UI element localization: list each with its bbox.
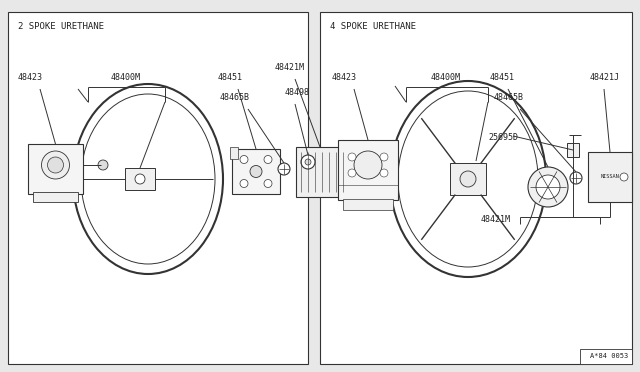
- Bar: [450, 163, 486, 195]
- Circle shape: [380, 169, 388, 177]
- Bar: [33, 192, 78, 202]
- Text: 48423: 48423: [18, 73, 43, 82]
- Text: NISSAN: NISSAN: [600, 174, 620, 180]
- Text: 48451: 48451: [218, 73, 243, 82]
- Circle shape: [570, 172, 582, 184]
- Text: 48465B: 48465B: [494, 93, 524, 102]
- Circle shape: [305, 159, 311, 165]
- Text: 48465B: 48465B: [220, 93, 250, 102]
- Text: 25695D: 25695D: [488, 133, 518, 142]
- Text: 48421M: 48421M: [481, 215, 511, 224]
- Circle shape: [460, 171, 476, 187]
- Text: 48400M: 48400M: [111, 73, 141, 82]
- Circle shape: [135, 174, 145, 184]
- Bar: [296, 147, 354, 197]
- Circle shape: [348, 169, 356, 177]
- Text: 48423: 48423: [332, 73, 357, 82]
- Text: 48400M: 48400M: [431, 73, 461, 82]
- Text: A*84 0053: A*84 0053: [589, 353, 628, 359]
- Circle shape: [42, 151, 70, 179]
- Text: 2 SPOKE URETHANE: 2 SPOKE URETHANE: [18, 22, 104, 31]
- Bar: [232, 149, 280, 194]
- Text: 48498: 48498: [285, 88, 310, 97]
- Text: 48451: 48451: [490, 73, 515, 82]
- Circle shape: [250, 166, 262, 177]
- Bar: [8, 12, 308, 364]
- Circle shape: [301, 155, 315, 169]
- Bar: [28, 144, 83, 194]
- Bar: [567, 143, 579, 157]
- Bar: [125, 168, 155, 190]
- Circle shape: [354, 151, 382, 179]
- Bar: [320, 12, 632, 364]
- Circle shape: [240, 155, 248, 164]
- Circle shape: [278, 163, 290, 175]
- Circle shape: [264, 180, 272, 187]
- Bar: [338, 140, 398, 200]
- Bar: [580, 349, 632, 364]
- Text: 48421M: 48421M: [275, 63, 305, 72]
- Bar: [588, 152, 632, 202]
- Circle shape: [528, 167, 568, 207]
- Circle shape: [264, 155, 272, 164]
- Circle shape: [98, 160, 108, 170]
- Circle shape: [380, 153, 388, 161]
- Text: 48421J: 48421J: [590, 73, 620, 82]
- Text: 4 SPOKE URETHANE: 4 SPOKE URETHANE: [330, 22, 416, 31]
- Bar: [343, 199, 393, 210]
- Circle shape: [341, 167, 351, 177]
- Bar: [230, 147, 238, 159]
- Circle shape: [240, 180, 248, 187]
- Circle shape: [620, 173, 628, 181]
- Circle shape: [348, 153, 356, 161]
- Circle shape: [536, 175, 560, 199]
- Circle shape: [47, 157, 63, 173]
